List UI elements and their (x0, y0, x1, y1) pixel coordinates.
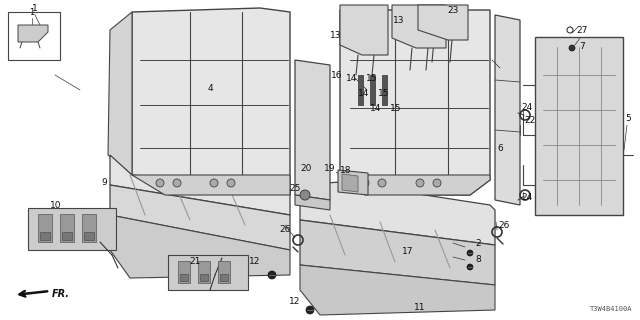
Text: 12: 12 (289, 298, 301, 307)
Polygon shape (18, 25, 48, 42)
Circle shape (361, 179, 369, 187)
Bar (178, 261, 190, 283)
Bar (220, 274, 228, 281)
Text: 24: 24 (522, 193, 532, 202)
Polygon shape (295, 60, 330, 200)
Text: 23: 23 (447, 5, 459, 14)
Polygon shape (418, 5, 468, 40)
Bar (62, 232, 72, 240)
Bar (218, 261, 230, 283)
Text: 26: 26 (499, 220, 509, 229)
Polygon shape (300, 220, 495, 285)
Polygon shape (340, 175, 490, 195)
Polygon shape (342, 174, 358, 192)
Polygon shape (132, 175, 290, 195)
Circle shape (156, 179, 164, 187)
Text: 25: 25 (289, 183, 301, 193)
Text: 1: 1 (29, 7, 35, 17)
Text: 22: 22 (524, 116, 536, 124)
Text: FR.: FR. (52, 289, 70, 299)
Text: 15: 15 (390, 103, 402, 113)
Polygon shape (110, 215, 290, 278)
Text: 13: 13 (393, 15, 404, 25)
Polygon shape (108, 12, 132, 175)
Polygon shape (382, 75, 387, 105)
Text: 11: 11 (414, 303, 426, 313)
Text: 5: 5 (625, 114, 631, 123)
Polygon shape (340, 5, 388, 55)
Text: 6: 6 (497, 143, 503, 153)
Text: 8: 8 (475, 255, 481, 265)
Text: 12: 12 (250, 258, 260, 267)
Bar (38, 214, 52, 242)
Circle shape (173, 179, 181, 187)
Text: 14: 14 (371, 103, 381, 113)
Polygon shape (338, 170, 368, 195)
Text: 14: 14 (346, 74, 358, 83)
Text: 19: 19 (324, 164, 336, 172)
Bar (84, 232, 94, 240)
Text: 20: 20 (300, 164, 312, 172)
Text: 15: 15 (378, 89, 390, 98)
Polygon shape (300, 265, 495, 315)
Circle shape (210, 179, 218, 187)
Polygon shape (110, 155, 290, 215)
Circle shape (268, 271, 276, 279)
Bar (8, 12, 60, 60)
Bar (168, 255, 248, 290)
Bar (535, 37, 623, 215)
Polygon shape (370, 75, 375, 105)
Polygon shape (300, 182, 495, 245)
Circle shape (300, 190, 310, 200)
Text: 2: 2 (475, 238, 481, 247)
Text: 14: 14 (358, 89, 370, 98)
Text: 18: 18 (340, 165, 352, 174)
Circle shape (306, 306, 314, 314)
Text: 17: 17 (403, 247, 413, 257)
Polygon shape (132, 8, 290, 195)
Bar (40, 232, 50, 240)
Polygon shape (392, 5, 446, 48)
Bar (180, 274, 188, 281)
Polygon shape (340, 10, 490, 195)
Text: 4: 4 (207, 84, 213, 92)
Circle shape (467, 264, 473, 270)
Text: 27: 27 (576, 26, 588, 35)
Polygon shape (110, 185, 290, 250)
Circle shape (378, 179, 386, 187)
Text: T3W4B4100A: T3W4B4100A (589, 306, 632, 312)
Bar (82, 214, 96, 242)
Text: 16: 16 (332, 70, 343, 79)
Circle shape (467, 250, 473, 256)
Bar (28, 208, 116, 250)
Text: 21: 21 (189, 258, 201, 267)
Circle shape (569, 45, 575, 51)
Text: 13: 13 (330, 30, 342, 39)
Bar (60, 214, 74, 242)
Text: 26: 26 (279, 226, 291, 235)
Circle shape (416, 179, 424, 187)
Bar (198, 261, 210, 283)
Polygon shape (495, 15, 520, 205)
Text: 10: 10 (51, 201, 61, 210)
Bar (200, 274, 208, 281)
Text: 24: 24 (522, 102, 532, 111)
Text: 9: 9 (101, 178, 107, 187)
Text: 1: 1 (32, 4, 38, 12)
Circle shape (227, 179, 235, 187)
Circle shape (433, 179, 441, 187)
Text: 7: 7 (579, 42, 585, 51)
Polygon shape (295, 195, 330, 210)
Text: 15: 15 (366, 74, 378, 83)
Polygon shape (358, 75, 363, 105)
